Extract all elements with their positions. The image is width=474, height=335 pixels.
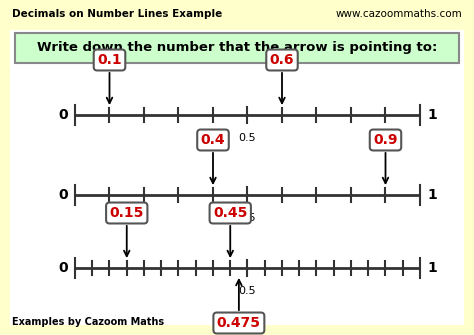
Text: Write down the number that the arrow is pointing to:: Write down the number that the arrow is … [37, 42, 437, 55]
Text: Decimals on Number Lines Example: Decimals on Number Lines Example [12, 9, 222, 19]
Text: 0: 0 [58, 188, 68, 202]
Text: 1: 1 [427, 108, 437, 122]
Text: 0.5: 0.5 [239, 286, 256, 296]
Text: 0: 0 [58, 108, 68, 122]
Text: 1: 1 [427, 188, 437, 202]
Text: 0.45: 0.45 [213, 206, 247, 220]
Text: 0.9: 0.9 [373, 133, 398, 147]
Text: 0: 0 [58, 261, 68, 275]
Text: 0.1: 0.1 [97, 53, 122, 67]
Text: Examples by Cazoom Maths: Examples by Cazoom Maths [12, 317, 164, 327]
Bar [15, 33, 459, 63]
Bar [10, 30, 464, 325]
Text: 0.4: 0.4 [201, 133, 225, 147]
Text: 0.5: 0.5 [239, 213, 256, 223]
Text: 1: 1 [427, 261, 437, 275]
Text: 0.15: 0.15 [109, 206, 144, 220]
Text: www.cazoommaths.com: www.cazoommaths.com [335, 9, 462, 19]
Text: 0.475: 0.475 [217, 316, 261, 330]
Text: 0.5: 0.5 [239, 133, 256, 143]
Text: 0.6: 0.6 [270, 53, 294, 67]
